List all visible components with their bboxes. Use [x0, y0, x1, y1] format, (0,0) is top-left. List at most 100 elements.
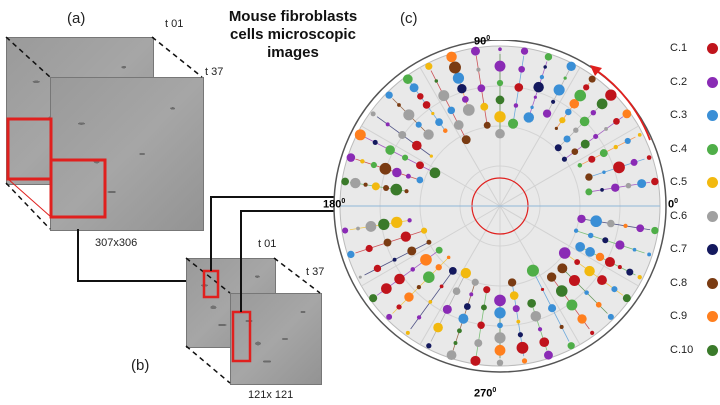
polar-point	[474, 339, 483, 348]
legend-item: C.10	[668, 344, 718, 358]
label-b: (b)	[131, 357, 150, 374]
polar-point	[512, 305, 520, 313]
polar-point	[429, 154, 433, 158]
polar-point	[383, 238, 392, 247]
polar-point	[391, 216, 403, 229]
polar-point	[400, 231, 411, 242]
polar-spoke	[419, 67, 501, 207]
polar-point	[568, 274, 580, 286]
polar-point	[569, 98, 580, 109]
polar-point	[566, 299, 578, 311]
polar-point	[439, 284, 444, 289]
polar-point	[453, 120, 464, 130]
polar-point	[651, 177, 659, 186]
polar-point	[507, 118, 519, 129]
legend-label: C.8	[670, 276, 688, 289]
legend-label: C.4	[670, 142, 688, 155]
polar-point	[449, 61, 461, 74]
polar-point	[409, 83, 419, 93]
image-t37-a	[50, 77, 204, 231]
legend-swatch	[707, 210, 718, 222]
polar-point	[587, 232, 594, 239]
polar-point	[458, 313, 469, 324]
polar-point	[438, 90, 450, 102]
polar-point	[537, 327, 543, 332]
polar-point	[518, 65, 525, 73]
polar-point	[420, 253, 432, 266]
polar-point	[410, 267, 416, 272]
polar-point	[599, 149, 608, 158]
polar-point	[371, 182, 380, 191]
crop-box-t37-b	[231, 310, 252, 363]
polar-point	[554, 126, 558, 131]
polar-point	[426, 239, 432, 245]
polar-point	[604, 256, 615, 268]
polar-point	[404, 292, 414, 302]
polar-point	[517, 332, 523, 338]
image-t37-b	[230, 293, 322, 385]
polar-point	[590, 215, 602, 228]
legend-label: C.7	[670, 243, 688, 255]
polar-point	[573, 228, 579, 233]
polar-point	[651, 226, 659, 235]
crop-link-a	[7, 178, 52, 218]
polar-point	[636, 224, 645, 233]
polar-point	[470, 46, 480, 56]
polar-point	[588, 75, 596, 83]
polar-point	[647, 252, 652, 257]
polar-point	[646, 155, 652, 160]
polar-point	[477, 321, 485, 330]
polar-point	[533, 95, 537, 99]
polar-spoke	[419, 205, 501, 345]
legend-swatch	[707, 344, 718, 356]
polar-point	[625, 182, 632, 189]
polar-point	[425, 62, 433, 70]
polar-point	[513, 103, 519, 108]
polar-point	[579, 116, 590, 127]
polar-point	[498, 47, 502, 52]
polar-spoke	[499, 205, 581, 345]
polar-point	[434, 79, 439, 83]
polar-point	[554, 144, 562, 152]
legend-item: C.3	[668, 109, 718, 123]
legend-label: C.10	[670, 343, 694, 356]
polar-point	[497, 322, 503, 329]
polar-spoke	[499, 67, 581, 207]
polar-point	[405, 173, 411, 179]
polar-point	[448, 267, 457, 275]
polar-point	[605, 89, 617, 101]
polar-point	[626, 268, 634, 276]
polar-point	[544, 53, 553, 61]
polar-point	[392, 167, 402, 178]
figure-title: Mouse fibroblasts cells microscopic imag…	[228, 8, 358, 61]
polar-point	[507, 278, 517, 287]
polar-point	[514, 83, 524, 92]
polar-point	[559, 324, 564, 329]
polar-point	[494, 294, 506, 307]
polar-point	[354, 129, 366, 141]
polar-point	[495, 95, 505, 105]
polar-point	[476, 67, 481, 72]
polar-point	[402, 154, 409, 161]
polar-point	[365, 244, 373, 253]
polar-point	[452, 72, 465, 84]
polar-point	[494, 344, 506, 356]
legend-swatch	[707, 43, 718, 54]
polar-point	[431, 111, 435, 116]
polar-point	[396, 304, 402, 310]
polar-point	[426, 343, 432, 349]
polar-point	[593, 134, 599, 140]
polar-point	[342, 227, 349, 234]
connector-a-b	[77, 229, 186, 282]
legend-item: C.8	[668, 277, 718, 291]
label-c: (c)	[400, 10, 418, 27]
label-a: (a)	[67, 10, 86, 27]
polar-plot	[333, 40, 667, 373]
polar-spoke	[499, 125, 639, 207]
legend-item: C.9	[668, 310, 718, 324]
rotation-arrow	[595, 69, 651, 141]
polar-point	[632, 247, 637, 252]
polar-point	[596, 98, 608, 110]
polar-point	[433, 322, 443, 333]
polar-point	[544, 350, 553, 360]
